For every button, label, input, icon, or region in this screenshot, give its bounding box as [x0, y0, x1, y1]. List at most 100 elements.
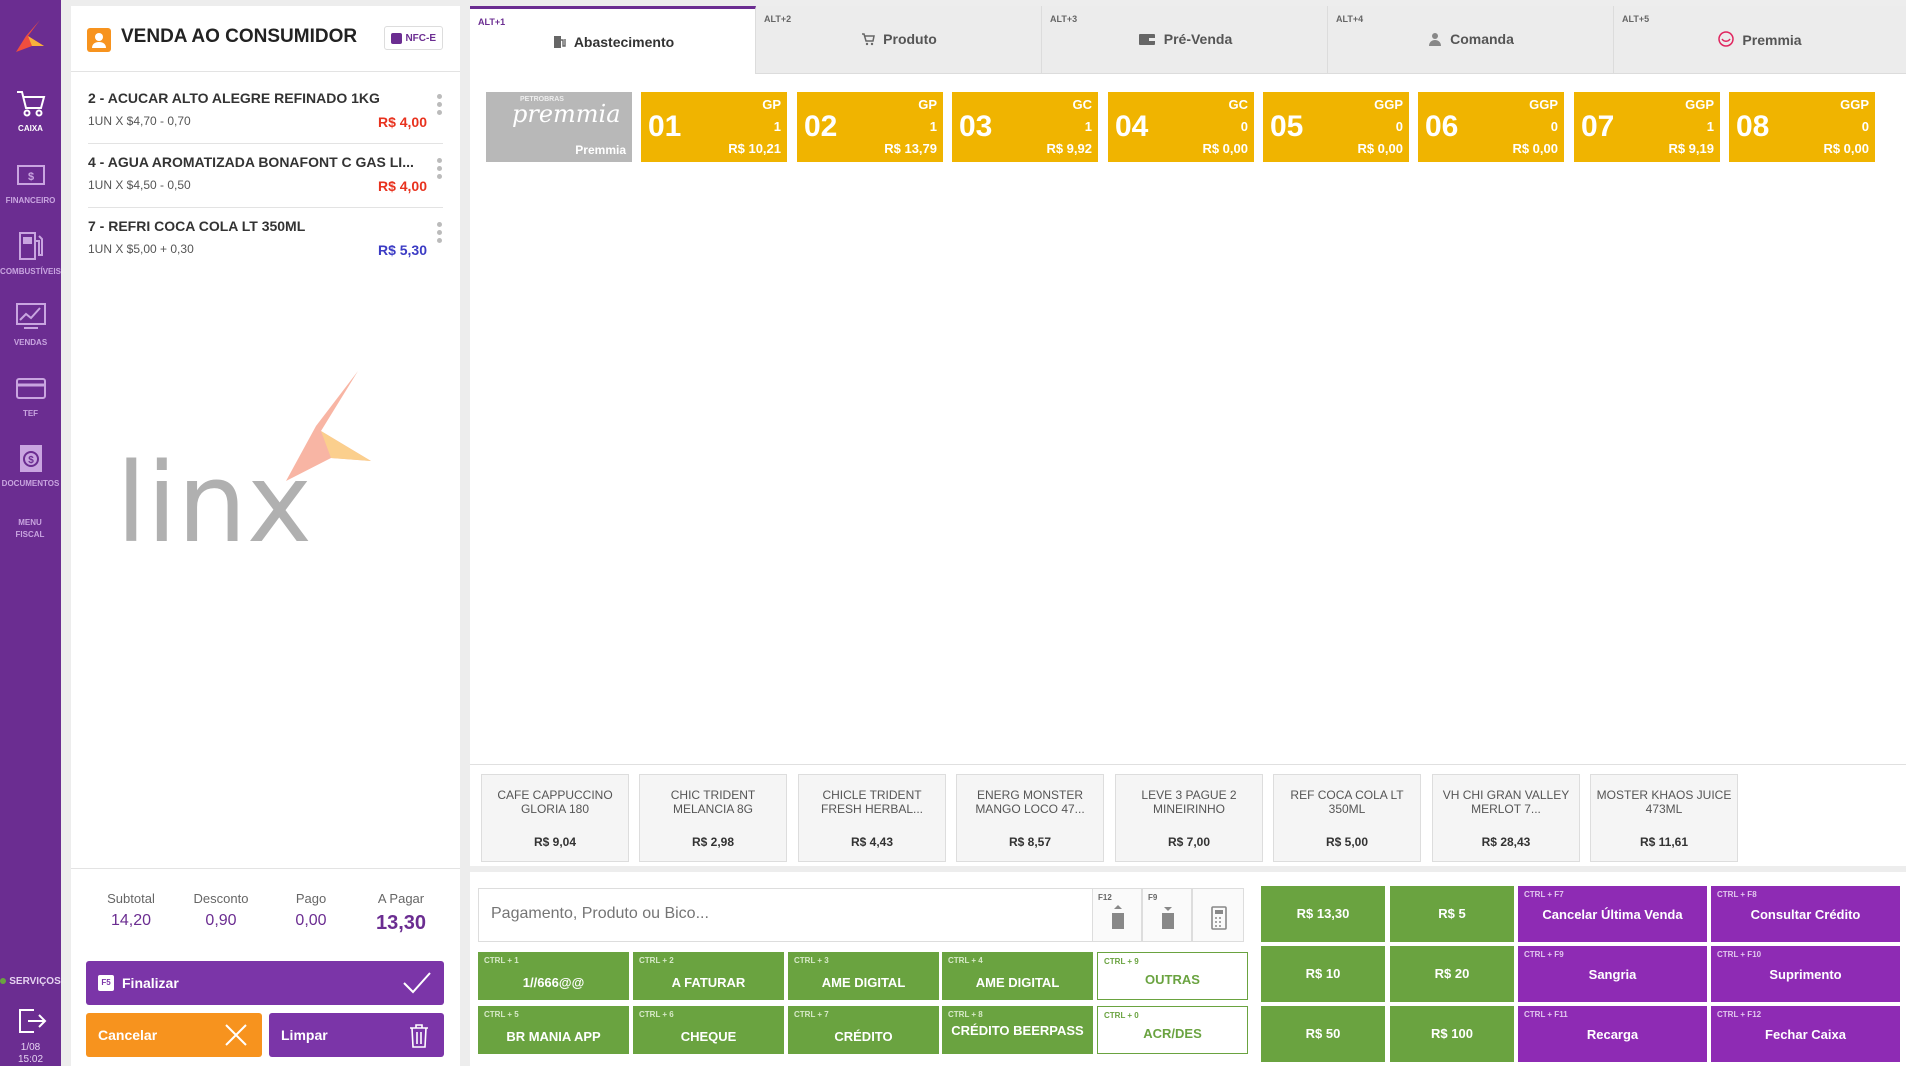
product-name: CHIC TRIDENT MELANCIA 8G	[670, 788, 756, 816]
key-hint: CTRL + F7	[1524, 890, 1564, 899]
pump-qty: 1	[1706, 119, 1714, 134]
pump-06[interactable]: 06 GGP 0 R$ 0,00	[1418, 92, 1564, 162]
quick-product[interactable]: MOSTER KHAOS JUICE 473ML R$ 11,61	[1590, 774, 1738, 862]
clear-button[interactable]: Limpar	[269, 1013, 444, 1057]
payment-method-button[interactable]: CTRL + 7 CRÉDITO	[788, 1006, 939, 1054]
premmia-card[interactable]: PETROBRAS premmia Premmia	[486, 92, 632, 162]
quick-value-button[interactable]: R$ 100	[1390, 1006, 1514, 1062]
quick-value-button[interactable]: R$ 13,30	[1261, 886, 1385, 942]
payment-method-button[interactable]: CTRL + 2 A FATURAR	[633, 952, 784, 1000]
pump-03[interactable]: 03 GC 1 R$ 9,92	[952, 92, 1098, 162]
logout-button[interactable]	[0, 1006, 61, 1039]
payment-method-button[interactable]: CTRL + 8 CRÉDITO BEERPASS	[942, 1006, 1093, 1054]
product-price: R$ 9,04	[533, 835, 577, 849]
tab-label: Premmia	[1742, 32, 1802, 48]
cancel-last-sale-button[interactable]: CTRL + F7 Cancelar Última Venda	[1518, 886, 1707, 942]
payment-input[interactable]	[479, 889, 1079, 939]
pump-value: R$ 9,92	[1046, 141, 1092, 156]
pump-08[interactable]: 08 GGP 0 R$ 0,00	[1729, 92, 1875, 162]
nav-item-caixa[interactable]: CAIXA	[0, 86, 61, 133]
pump-02[interactable]: 02 GP 1 R$ 13,79	[797, 92, 943, 162]
nav-item-vendas[interactable]: VENDAS	[0, 300, 61, 347]
product-name: CAFE CAPPUCCINO GLORIA 180	[497, 788, 613, 816]
product-name: REF COCA COLA LT 350ML	[1290, 788, 1404, 816]
premmia-label: Premmia	[575, 143, 626, 157]
f12-button[interactable]: F12	[1092, 888, 1142, 942]
tab-pre-venda[interactable]: ALT+3 Pré-Venda	[1042, 6, 1328, 74]
product-name: ENERG MONSTER MANGO LOCO 47...	[975, 788, 1085, 816]
payment-method-button[interactable]: CTRL + 6 CHEQUE	[633, 1006, 784, 1054]
check-icon	[403, 972, 431, 994]
payment-method-button[interactable]: CTRL + 9 OUTRAS	[1097, 952, 1248, 1000]
quick-product[interactable]: ENERG MONSTER MANGO LOCO 47... R$ 8,57	[956, 774, 1104, 862]
calculator-button[interactable]	[1192, 888, 1244, 942]
cart-item[interactable]: 7 - REFRI COCA COLA LT 350ML 1UN X $5,00…	[88, 208, 443, 272]
cart-item[interactable]: 4 - AGUA AROMATIZADA BONAFONT C GAS LI..…	[88, 144, 443, 208]
payment-method-button[interactable]: CTRL + 3 AME DIGITAL	[788, 952, 939, 1000]
pump-07[interactable]: 07 GGP 1 R$ 9,19	[1574, 92, 1720, 162]
recharge-button[interactable]: CTRL + F11 Recarga	[1518, 1006, 1707, 1062]
nav-item-financeiro[interactable]: $ FINANCEIRO	[0, 158, 61, 205]
pump-fuel: GGP	[1374, 97, 1403, 112]
tab-produto[interactable]: ALT+2 Produto	[756, 6, 1042, 74]
pump-01[interactable]: 01 GP 1 R$ 10,21	[641, 92, 787, 162]
key-hint: CTRL + F9	[1524, 950, 1564, 959]
pump-value: R$ 0,00	[1823, 141, 1869, 156]
cancel-label: Cancelar	[98, 1027, 158, 1043]
item-menu-icon[interactable]	[437, 158, 443, 182]
pump-qty: 1	[773, 119, 781, 134]
quick-value-button[interactable]: R$ 20	[1390, 946, 1514, 1002]
item-menu-icon[interactable]	[437, 94, 443, 118]
nfce-label: NFC-E	[405, 33, 436, 44]
payment-method-button[interactable]: CTRL + 0 ACR/DES	[1097, 1006, 1248, 1054]
cart-item[interactable]: 2 - ACUCAR ALTO ALEGRE REFINADO 1KG 1UN …	[88, 80, 443, 144]
quick-product[interactable]: CHIC TRIDENT MELANCIA 8G R$ 2,98	[639, 774, 787, 862]
quick-product[interactable]: LEVE 3 PAGUE 2 MINEIRINHO R$ 7,00	[1115, 774, 1263, 862]
customer-icon[interactable]	[87, 28, 111, 52]
item-detail: 1UN X $5,00 + 0,30	[88, 242, 194, 256]
f9-button[interactable]: F9	[1142, 888, 1192, 942]
nav-item-menu-fiscal[interactable]: MENU FISCAL	[3, 517, 57, 541]
finalize-button[interactable]: F5 Finalizar	[86, 961, 444, 1005]
services-link[interactable]: SERVIÇOS	[0, 976, 61, 987]
method-label: A FATURAR	[671, 975, 746, 990]
nfce-badge[interactable]: NFC-E	[384, 26, 443, 50]
product-price: R$ 7,00	[1167, 835, 1211, 849]
quick-value-button[interactable]: R$ 5	[1390, 886, 1514, 942]
pump-number: 02	[804, 110, 838, 143]
quick-value-button[interactable]: R$ 10	[1261, 946, 1385, 1002]
item-menu-icon[interactable]	[437, 222, 443, 246]
cancel-button[interactable]: Cancelar	[86, 1013, 262, 1057]
tab-comanda[interactable]: ALT+4 Comanda	[1328, 6, 1614, 74]
close-register-button[interactable]: CTRL + F12 Fechar Caixa	[1711, 1006, 1900, 1062]
pump-fuel: GC	[1072, 97, 1093, 112]
pump-04[interactable]: 04 GC 0 R$ 0,00	[1108, 92, 1254, 162]
pump-fuel: GGP	[1529, 97, 1558, 112]
suprimento-button[interactable]: CTRL + F10 Suprimento	[1711, 946, 1900, 1002]
sangria-button[interactable]: CTRL + F9 Sangria	[1518, 946, 1707, 1002]
quick-product[interactable]: REF COCA COLA LT 350ML R$ 5,00	[1273, 774, 1421, 862]
nav-item-documentos[interactable]: $ DOCUMENTOS	[0, 441, 61, 488]
pump-05[interactable]: 05 GGP 0 R$ 0,00	[1263, 92, 1409, 162]
check-credit-button[interactable]: CTRL + F8 Consultar Crédito	[1711, 886, 1900, 942]
payment-method-button[interactable]: CTRL + 4 AME DIGITAL	[942, 952, 1093, 1000]
tab-shortcut: ALT+2	[764, 14, 792, 24]
payment-method-button[interactable]: CTRL + 5 BR MANIA APP	[478, 1006, 629, 1054]
tab-shortcut: ALT+3	[1050, 14, 1078, 24]
method-label: ACR/DES	[1143, 1026, 1202, 1041]
payment-method-button[interactable]: CTRL + 1 1//666@@	[478, 952, 629, 1000]
nav-item-tef[interactable]: TEF	[0, 371, 61, 418]
item-price: R$ 5,30	[377, 242, 427, 258]
nav-label: DOCUMENTOS	[1, 479, 60, 488]
quick-value-button[interactable]: R$ 50	[1261, 1006, 1385, 1062]
nav-item-combustiveis[interactable]: COMBUSTÍVEIS	[0, 229, 61, 276]
tab-premmia[interactable]: ALT+5 Premmia	[1614, 6, 1906, 74]
key-hint: CTRL + 5	[484, 1010, 519, 1019]
tab-abastecimento[interactable]: ALT+1 Abastecimento	[470, 6, 756, 74]
key-hint: CTRL + 6	[639, 1010, 674, 1019]
quick-product[interactable]: CHICLE TRIDENT FRESH HERBAL... R$ 4,43	[798, 774, 946, 862]
document-dollar-icon: $	[19, 445, 42, 472]
quick-product[interactable]: CAFE CAPPUCCINO GLORIA 180 R$ 9,04	[481, 774, 629, 862]
quick-product[interactable]: VH CHI GRAN VALLEY MERLOT 7... R$ 28,43	[1432, 774, 1580, 862]
action-label: Suprimento	[1769, 967, 1842, 982]
